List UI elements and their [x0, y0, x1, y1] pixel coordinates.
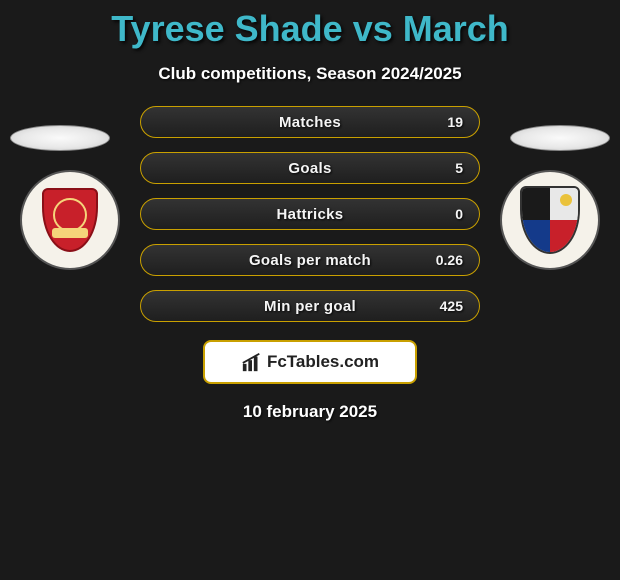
stat-label: Goals — [288, 160, 331, 177]
stat-value: 0 — [455, 206, 463, 222]
stat-row: Min per goal 425 — [140, 290, 480, 322]
stat-label: Goals per match — [249, 252, 371, 269]
stat-label: Matches — [279, 114, 341, 131]
stat-row: Hattricks 0 — [140, 198, 480, 230]
stats-list: Matches 19 Goals 5 Hattricks 0 Goals per… — [140, 106, 480, 322]
shield-icon — [42, 188, 98, 252]
bars-icon — [241, 351, 263, 373]
stat-label: Min per goal — [264, 298, 356, 315]
source-logo-text: FcTables.com — [267, 352, 379, 372]
player-right-club-badge — [500, 170, 600, 270]
player-left-club-badge — [20, 170, 120, 270]
stat-row: Goals 5 — [140, 152, 480, 184]
season-subtitle: Club competitions, Season 2024/2025 — [0, 64, 620, 84]
source-logo: FcTables.com — [203, 340, 417, 384]
player-left-avatar — [10, 125, 110, 151]
stat-value: 0.26 — [436, 252, 463, 268]
stat-value: 425 — [440, 298, 463, 314]
stat-row: Matches 19 — [140, 106, 480, 138]
stat-row: Goals per match 0.26 — [140, 244, 480, 276]
player-right-avatar — [510, 125, 610, 151]
report-date: 10 february 2025 — [0, 402, 620, 422]
stat-value: 19 — [447, 114, 463, 130]
comparison-title: Tyrese Shade vs March — [0, 0, 620, 50]
shield-icon — [520, 186, 580, 254]
stat-value: 5 — [455, 160, 463, 176]
stat-label: Hattricks — [277, 206, 344, 223]
